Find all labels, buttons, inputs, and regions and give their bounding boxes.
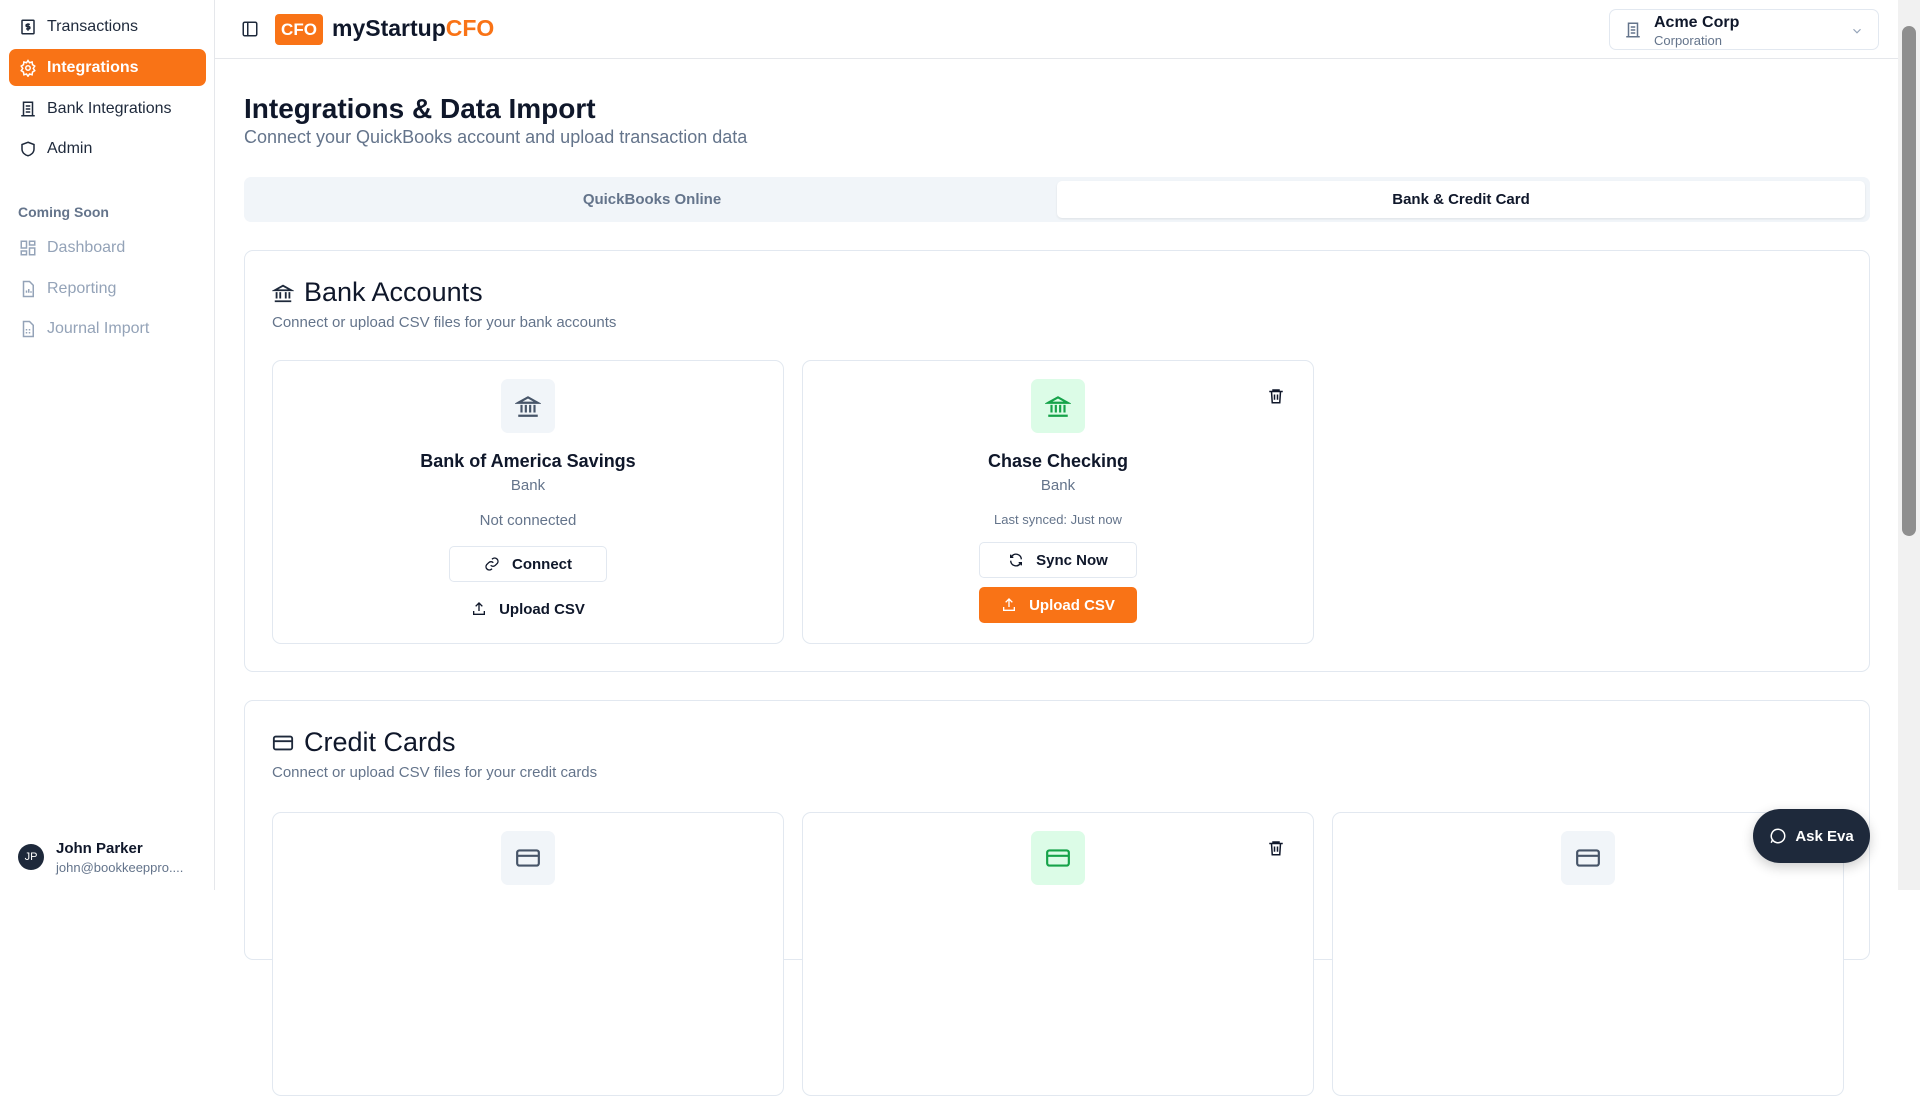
gear-icon [20, 58, 36, 77]
button-label: Upload CSV [499, 600, 585, 618]
refresh-icon [1010, 553, 1023, 567]
card-icon-box [1561, 831, 1615, 885]
card-icon-box [501, 831, 555, 885]
scrollbar-thumb[interactable] [1902, 26, 1916, 536]
tabs: QuickBooks Online Bank & Credit Card [244, 177, 1870, 222]
account-card: Chase Checking Bank Last synced: Just no… [802, 360, 1314, 644]
chevron-down-icon [1853, 28, 1861, 34]
sidebar-item-label: Reporting [47, 279, 117, 297]
table-file-icon [22, 320, 34, 337]
upload-icon [1003, 598, 1016, 611]
account-status: Not connected [479, 512, 577, 529]
panel-title: Bank Accounts [272, 277, 483, 308]
ask-eva-button[interactable]: Ask Eva [1753, 809, 1870, 863]
company-type: Corporation [1654, 33, 1722, 48]
page-title: Integrations & Data Import [244, 93, 596, 124]
sidebar-item-label: Bank Integrations [47, 99, 172, 117]
account-icon-box [501, 379, 555, 433]
user-email: john@bookkeeppro.... [56, 860, 184, 875]
panel-title: Credit Cards [272, 727, 456, 758]
sidebar-item-journal-import[interactable]: Journal Import [9, 310, 206, 347]
scrollbar[interactable] [1898, 0, 1920, 890]
account-type: Bank [1040, 477, 1076, 494]
sidebar-item-label: Integrations [47, 58, 139, 76]
panel-description: Connect or upload CSV files for your cre… [272, 764, 598, 781]
sidebar-item-label: Admin [47, 139, 93, 157]
account-status: Last synced: Just now [994, 512, 1122, 527]
upload-icon [473, 602, 486, 615]
account-name: Chase Checking [987, 451, 1129, 471]
user-name: John Parker [56, 840, 143, 857]
dollar-receipt-icon [21, 19, 35, 34]
section-label: Coming Soon [18, 204, 109, 220]
panel-title-text: Credit Cards [304, 727, 456, 757]
tab-bank-credit-card[interactable]: Bank & Credit Card [1057, 181, 1865, 218]
card-card [272, 812, 784, 1096]
account-name: Bank of America Savings [420, 451, 636, 471]
bank-icon [1045, 396, 1071, 417]
credit-card-icon [1576, 849, 1600, 867]
card-card [802, 812, 1314, 1096]
sidebar-item-label: Dashboard [47, 238, 126, 256]
chart-file-icon [22, 280, 34, 297]
building-icon [21, 101, 35, 116]
account-card: Bank of America Savings Bank Not connect… [272, 360, 784, 644]
shield-icon [21, 140, 35, 157]
company-selector[interactable]: Acme Corp Corporation [1609, 9, 1879, 50]
trash-icon[interactable] [1267, 387, 1285, 405]
ask-eva-label: Ask Eva [1795, 827, 1854, 845]
panel-description: Connect or upload CSV files for your ban… [272, 314, 617, 331]
sidebar-item-bank-integrations[interactable]: Bank Integrations [9, 90, 206, 127]
credit-card-icon [1046, 849, 1070, 867]
sidebar-item-reporting[interactable]: Reporting [9, 270, 206, 307]
credit-cards-panel: Credit Cards Connect or upload CSV files… [244, 700, 1870, 1096]
link-icon [485, 557, 499, 571]
trash-icon[interactable] [1267, 839, 1285, 857]
user-profile[interactable]: JP John Parker john@bookkeeppro.... [18, 840, 183, 890]
sidebar-toggle-icon[interactable] [241, 20, 259, 38]
avatar: JP [18, 844, 44, 870]
button-label: Sync Now [1036, 551, 1108, 569]
page-subtitle: Connect your QuickBooks account and uplo… [244, 127, 748, 147]
sync-now-button[interactable]: Sync Now [979, 542, 1137, 578]
credit-card-icon [516, 849, 540, 867]
logo-accent: CFO [445, 15, 495, 41]
sidebar-item-integrations[interactable]: Integrations [9, 49, 206, 86]
sidebar-item-dashboard[interactable]: Dashboard [9, 229, 206, 266]
bank-icon [515, 396, 541, 417]
grid-icon [20, 240, 36, 255]
panel-title-text: Bank Accounts [304, 277, 483, 307]
upload-csv-button[interactable]: Upload CSV [449, 591, 607, 627]
sidebar-item-transactions[interactable]: Transactions [9, 8, 206, 45]
bank-accounts-panel: Bank Accounts Connect or upload CSV file… [244, 250, 1870, 672]
bank-icon [272, 284, 294, 302]
connect-button[interactable]: Connect [449, 546, 607, 582]
credit-card-icon [272, 735, 294, 750]
logo-text: myStartupCFO [332, 15, 494, 42]
account-type: Bank [510, 477, 546, 494]
sidebar-item-label: Transactions [47, 17, 138, 35]
building-icon [1626, 22, 1640, 38]
logo-badge: CFO [275, 14, 323, 45]
sidebar-item-label: Journal Import [47, 319, 150, 337]
tab-quickbooks-online[interactable]: QuickBooks Online [582, 191, 722, 208]
logo-main: myStartup [332, 15, 446, 41]
upload-csv-button[interactable]: Upload CSV [979, 587, 1137, 623]
header: CFO myStartupCFO Acme Corp Corporation [215, 0, 1898, 59]
button-label: Connect [512, 555, 572, 573]
sidebar-item-admin[interactable]: Admin [9, 130, 206, 167]
sidebar: Transactions Integrations Bank Integrati… [0, 0, 215, 890]
button-label: Upload CSV [1029, 596, 1115, 614]
company-name: Acme Corp [1654, 14, 1740, 31]
chat-bubble-icon [1770, 828, 1786, 844]
account-icon-box [1031, 379, 1085, 433]
card-icon-box [1031, 831, 1085, 885]
